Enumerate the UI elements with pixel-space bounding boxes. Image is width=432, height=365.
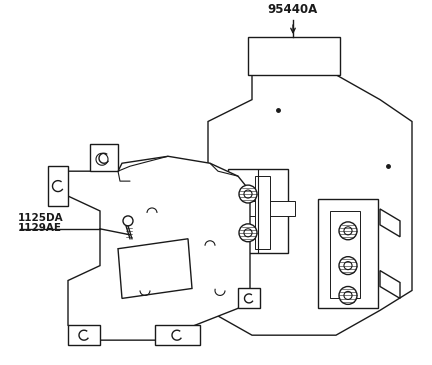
Polygon shape — [208, 179, 228, 193]
Polygon shape — [255, 176, 270, 249]
Circle shape — [123, 216, 133, 226]
Polygon shape — [238, 288, 260, 308]
Circle shape — [244, 190, 252, 198]
Circle shape — [239, 185, 257, 203]
Circle shape — [339, 287, 357, 304]
Polygon shape — [330, 211, 360, 299]
Polygon shape — [68, 156, 250, 340]
Circle shape — [339, 222, 357, 240]
Polygon shape — [48, 166, 68, 206]
Polygon shape — [380, 270, 400, 299]
Polygon shape — [228, 169, 288, 253]
Polygon shape — [248, 37, 340, 75]
Polygon shape — [118, 239, 192, 299]
Polygon shape — [230, 201, 295, 216]
Circle shape — [344, 262, 352, 270]
Polygon shape — [208, 75, 412, 335]
Circle shape — [244, 229, 252, 237]
Circle shape — [344, 227, 352, 235]
Polygon shape — [380, 209, 400, 237]
Text: 95440A: 95440A — [268, 3, 318, 16]
Circle shape — [339, 257, 357, 274]
Circle shape — [239, 224, 257, 242]
Text: 1125DA: 1125DA — [18, 213, 64, 223]
Polygon shape — [68, 325, 100, 345]
Text: 1129AE: 1129AE — [18, 223, 62, 233]
Polygon shape — [208, 231, 228, 245]
Circle shape — [344, 291, 352, 299]
Polygon shape — [155, 325, 200, 345]
Polygon shape — [90, 144, 118, 171]
Polygon shape — [318, 199, 378, 308]
